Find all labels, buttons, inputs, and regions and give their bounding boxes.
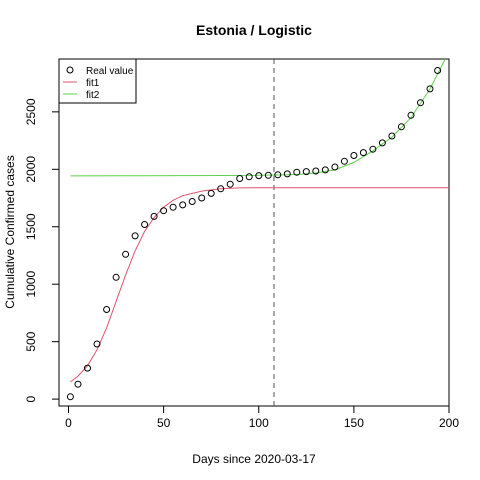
data-point bbox=[293, 168, 301, 176]
x-axis: 0 50 100 150 200 bbox=[65, 406, 459, 430]
data-point bbox=[103, 306, 111, 313]
legend-label-fit1: fit1 bbox=[86, 78, 100, 89]
y-tick-label-5: 2500 bbox=[24, 98, 38, 125]
data-point bbox=[188, 198, 196, 205]
y-tick-label-3: 1500 bbox=[24, 213, 38, 240]
x-tick-label-1: 50 bbox=[157, 416, 171, 430]
data-point bbox=[321, 166, 329, 174]
x-axis-label: Days since 2020-03-17 bbox=[192, 452, 316, 466]
chart-title: Estonia / Logistic bbox=[196, 22, 312, 38]
data-point bbox=[417, 99, 424, 107]
data-point bbox=[331, 163, 339, 171]
legend: Real value fit1 fit2 bbox=[58, 58, 137, 104]
y-tick-label-2: 1000 bbox=[24, 271, 38, 298]
data-point bbox=[312, 167, 320, 175]
x-tick-label-3: 150 bbox=[344, 416, 364, 430]
data-point bbox=[388, 132, 396, 140]
data-point bbox=[407, 111, 415, 119]
data-point bbox=[179, 201, 187, 209]
data-point bbox=[122, 250, 130, 258]
data-point bbox=[226, 180, 234, 188]
legend-marker-real-value bbox=[66, 66, 74, 74]
y-tick-label-4: 2000 bbox=[24, 156, 38, 183]
data-point bbox=[169, 203, 177, 211]
data-point bbox=[160, 207, 168, 215]
plot-frame bbox=[58, 58, 450, 407]
data-point bbox=[350, 152, 358, 159]
data-point bbox=[369, 145, 377, 153]
real-value-series bbox=[66, 67, 442, 401]
data-point bbox=[359, 149, 367, 157]
legend-box bbox=[58, 58, 137, 104]
data-point bbox=[274, 171, 282, 179]
y-tick-label-1: 500 bbox=[24, 331, 38, 351]
legend-label-real-value: Real value bbox=[86, 66, 134, 77]
fit1-series bbox=[70, 187, 449, 383]
data-point bbox=[198, 194, 206, 202]
data-point bbox=[264, 171, 272, 179]
data-point bbox=[434, 67, 442, 74]
y-axis-label: Cumulative Confirmed cases bbox=[3, 155, 17, 308]
data-point bbox=[112, 273, 120, 281]
data-point bbox=[150, 212, 158, 220]
data-point bbox=[245, 173, 253, 181]
data-point bbox=[283, 170, 291, 178]
y-tick-label-0: 0 bbox=[24, 395, 38, 402]
data-point bbox=[302, 168, 310, 176]
x-tick-label-2: 100 bbox=[249, 416, 269, 430]
data-point bbox=[141, 221, 149, 228]
data-point bbox=[255, 172, 263, 180]
data-point bbox=[426, 85, 434, 93]
data-point bbox=[93, 340, 101, 348]
data-point bbox=[84, 364, 91, 372]
data-point bbox=[66, 393, 74, 401]
x-tick-label-4: 200 bbox=[439, 416, 459, 430]
x-tick-label-0: 0 bbox=[65, 416, 72, 430]
fit2-series bbox=[70, 58, 446, 177]
data-point bbox=[378, 139, 386, 147]
data-point bbox=[340, 157, 348, 165]
data-point bbox=[397, 123, 405, 131]
legend-label-fit2: fit2 bbox=[86, 90, 100, 101]
fit2-line bbox=[70, 58, 446, 177]
data-point bbox=[74, 380, 82, 388]
fit1-line bbox=[70, 187, 449, 383]
data-point bbox=[236, 175, 244, 182]
data-point bbox=[217, 185, 225, 193]
y-axis: 0 500 1000 1500 2000 2500 bbox=[24, 98, 59, 402]
data-point bbox=[207, 189, 215, 197]
data-point bbox=[131, 232, 139, 240]
